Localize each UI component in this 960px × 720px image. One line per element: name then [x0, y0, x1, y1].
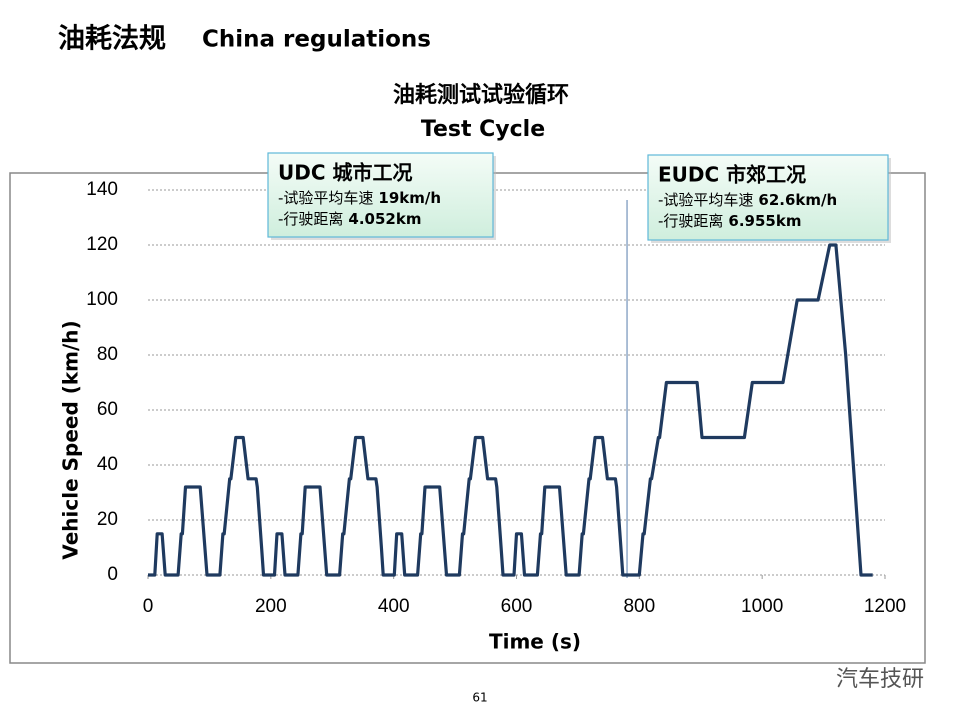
- watermark: 汽车技研: [836, 667, 924, 692]
- slide-title-cn: 油耗法规: [58, 24, 166, 55]
- y-tick-label: 140: [86, 179, 118, 200]
- callout-title: UDC 城市工况: [278, 161, 412, 185]
- x-tick-label: 200: [255, 596, 287, 617]
- x-axis-label: Time (s): [489, 630, 581, 654]
- callout-label: -试验平均车速: [278, 189, 373, 207]
- y-tick-label: 60: [97, 399, 118, 420]
- x-tick-label: 1200: [864, 596, 906, 617]
- callout-line: -试验平均车速 62.6km/h: [658, 191, 837, 209]
- callout-label: -试验平均车速: [658, 191, 753, 209]
- callout-label: -行驶距离: [658, 212, 723, 230]
- callout-line: -行驶距离 6.955km: [658, 212, 801, 230]
- callout-box: [267, 152, 494, 238]
- callout-value: 6.955km: [728, 212, 801, 230]
- chart-title: 油耗测试试验循环: [393, 82, 569, 108]
- y-tick-label: 120: [86, 234, 118, 255]
- x-tick-label: 800: [623, 596, 655, 617]
- chart-frame: [9, 172, 926, 664]
- x-tick-label: 1000: [741, 596, 783, 617]
- y-tick-label: 0: [107, 564, 118, 585]
- page-number: 61: [472, 691, 487, 705]
- y-axis-label: Vehicle Speed (km/h): [59, 320, 83, 559]
- y-tick-label: 100: [86, 289, 118, 310]
- x-tick-label: 400: [378, 596, 410, 617]
- callout-line: -行驶距离 4.052km: [278, 210, 421, 228]
- callout-value: 62.6km/h: [758, 191, 837, 209]
- y-tick-label: 40: [97, 454, 118, 475]
- callout-box: [647, 154, 889, 241]
- x-tick-label: 0: [143, 596, 154, 617]
- y-tick-label: 80: [97, 344, 118, 365]
- chart-subtitle: Test Cycle: [421, 117, 545, 142]
- callout-title: EUDC 市郊工况: [658, 163, 806, 187]
- callout-value: 19km/h: [378, 189, 441, 207]
- x-tick-label: 600: [501, 596, 533, 617]
- callout-label: -行驶距离: [278, 210, 343, 228]
- speed-line: [148, 243, 873, 577]
- y-tick-label: 20: [97, 509, 118, 530]
- callout-line: -试验平均车速 19km/h: [278, 189, 441, 207]
- callout-value: 4.052km: [348, 210, 421, 228]
- slide-title-en: China regulations: [202, 27, 431, 53]
